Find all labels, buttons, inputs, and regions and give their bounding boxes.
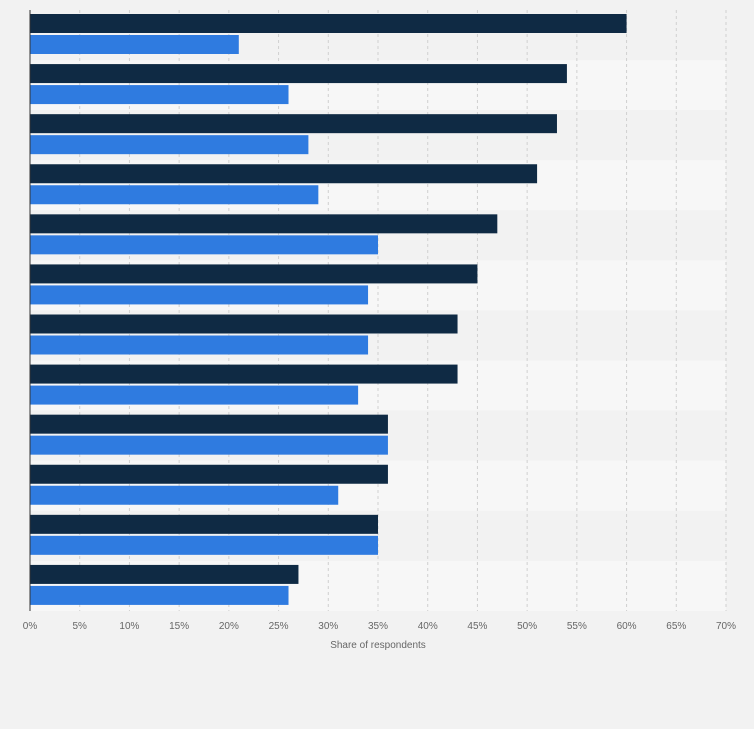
bar-series-2 <box>30 485 339 505</box>
bar-series-1 <box>30 164 538 184</box>
bar-series-2 <box>30 185 319 205</box>
bar-series-2 <box>30 385 359 405</box>
x-tick-labels: 0% 5% 10% 15% 20% 25% 30% 35% 40% 45% 50% 55% 60% 65%… <box>23 621 736 632</box>
bar-series-2 <box>30 35 239 54</box>
bar-series-2 <box>30 435 388 455</box>
bar-series-2 <box>30 285 369 305</box>
x-tick-label: 60% <box>617 621 637 632</box>
x-tick-label: 35% <box>368 621 388 632</box>
bar-series-2 <box>30 235 378 255</box>
x-tick-label: 25% <box>269 621 289 632</box>
x-axis-title: Share of respondents <box>330 640 426 651</box>
bar-series-2 <box>30 585 289 605</box>
x-tick-label: 40% <box>418 621 438 632</box>
x-tick-label: 30% <box>318 621 338 632</box>
bar-series-2 <box>30 535 378 555</box>
gridlines <box>79 10 727 611</box>
bar-series-1 <box>30 214 498 234</box>
bar-series-1 <box>30 564 299 584</box>
x-tick-label: 50% <box>517 621 537 632</box>
bar-series-2 <box>30 135 309 155</box>
bar-series-1 <box>30 364 458 384</box>
x-tick-label: 15% <box>169 621 189 632</box>
bar-series-2 <box>30 335 369 355</box>
x-tick-label: 45% <box>467 621 487 632</box>
bar-series-1 <box>30 464 388 484</box>
bar-series-1 <box>30 64 567 84</box>
bar-series-1 <box>30 414 388 434</box>
x-tick-label: 55% <box>567 621 587 632</box>
x-tick-label: 20% <box>219 621 239 632</box>
x-tick-label: 10% <box>119 621 139 632</box>
x-tick-label: 0% <box>23 621 38 632</box>
bar-series-1 <box>30 14 627 33</box>
x-tick-label: 65% <box>666 621 686 632</box>
x-tick-label: 5% <box>72 621 87 632</box>
bar-series-2 <box>30 85 289 105</box>
bar-series-1 <box>30 314 458 334</box>
bar-series-1 <box>30 264 478 284</box>
bars-group <box>30 14 627 605</box>
bar-series-1 <box>30 514 378 534</box>
x-tick-label: 70% <box>716 621 736 632</box>
bar-series-1 <box>30 114 557 134</box>
